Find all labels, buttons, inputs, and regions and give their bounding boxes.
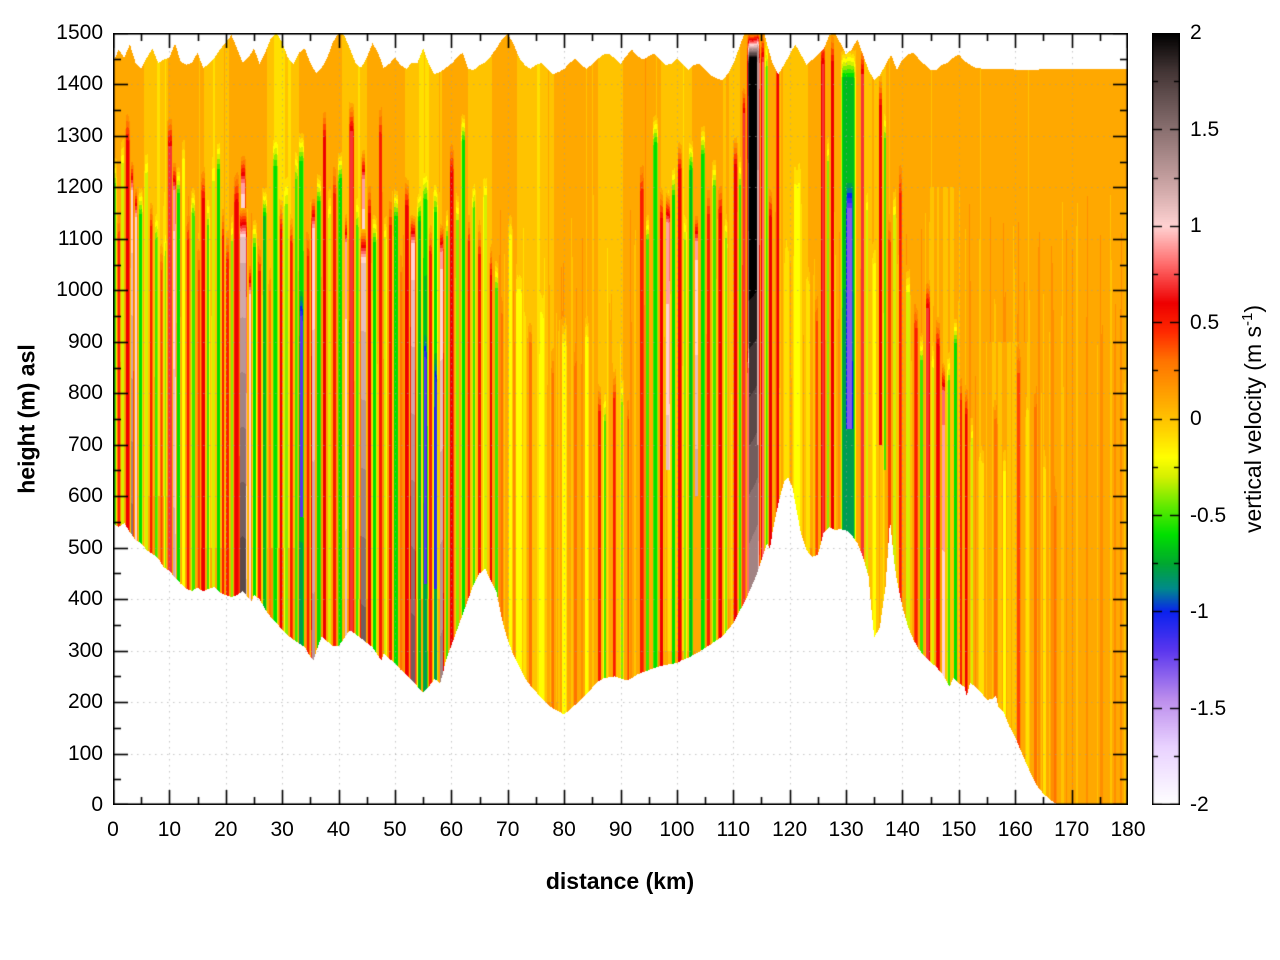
x-tick-label: 120 bbox=[772, 818, 808, 841]
y-tick-label: 1300 bbox=[56, 123, 103, 147]
colorbar-title-close: ) bbox=[1239, 304, 1266, 313]
x-tick-label: 140 bbox=[884, 818, 920, 841]
y-tick-label: 800 bbox=[67, 381, 103, 405]
colorbar-title-text: vertical velocity (m s bbox=[1239, 325, 1266, 534]
x-axis-title: distance (km) bbox=[545, 868, 695, 894]
colorbar-tick-label: -2 bbox=[1190, 793, 1209, 816]
x-tick-label: 100 bbox=[659, 818, 695, 841]
x-tick-label: 10 bbox=[157, 818, 182, 841]
x-tick-label: 160 bbox=[997, 818, 1033, 841]
x-tick-label: 80 bbox=[552, 818, 576, 841]
x-tick-label: 20 bbox=[214, 818, 238, 841]
y-tick-label: 200 bbox=[67, 690, 103, 714]
x-tick-label: 60 bbox=[439, 818, 464, 841]
x-tick-label: 70 bbox=[496, 818, 520, 841]
y-tick-label: 1100 bbox=[57, 226, 103, 250]
colorbar-tick-label: 2 bbox=[1190, 21, 1202, 44]
x-tick-label: 50 bbox=[383, 818, 407, 841]
y-tick-label: 500 bbox=[67, 535, 103, 559]
y-tick-label: 900 bbox=[67, 329, 103, 353]
x-tick-label: 170 bbox=[1054, 818, 1090, 841]
contour-plot-canvas bbox=[113, 33, 1128, 805]
y-tick-label: 700 bbox=[67, 432, 103, 456]
y-tick-label: 600 bbox=[67, 484, 103, 508]
x-tick-label: 180 bbox=[1110, 818, 1146, 841]
y-tick-label: 100 bbox=[67, 741, 103, 765]
y-tick-label: 300 bbox=[67, 638, 103, 662]
colorbar-canvas bbox=[1152, 33, 1180, 805]
x-tick-label: 110 bbox=[716, 818, 751, 841]
y-tick-label: 400 bbox=[67, 587, 103, 611]
y-tick-label: 1500 bbox=[56, 21, 103, 44]
x-tick-label: 30 bbox=[270, 818, 294, 841]
x-tick-label: 150 bbox=[941, 818, 977, 841]
colorbar-tick-label: -1 bbox=[1190, 600, 1209, 623]
colorbar-tick-label: 1.5 bbox=[1190, 117, 1220, 141]
colorbar-tick-label: 0 bbox=[1190, 407, 1202, 430]
y-tick-label: 1000 bbox=[56, 278, 103, 302]
x-tick-label: 90 bbox=[608, 818, 633, 841]
x-tick-label: 130 bbox=[828, 818, 864, 841]
colorbar-tick-label: 1 bbox=[1190, 214, 1202, 237]
y-tick-label: 1200 bbox=[56, 175, 103, 199]
colorbar-title-superscript: -1 bbox=[1239, 312, 1257, 326]
x-tick-label: 40 bbox=[326, 818, 351, 841]
colorbar-tick-label: 0.5 bbox=[1190, 310, 1220, 334]
y-tick-label: 1400 bbox=[56, 72, 103, 96]
colorbar-tick-label: -0.5 bbox=[1190, 503, 1227, 527]
x-tick-label: 0 bbox=[107, 818, 119, 841]
colorbar-tick-label: -1.5 bbox=[1190, 696, 1227, 720]
y-tick-label: 0 bbox=[91, 793, 103, 816]
